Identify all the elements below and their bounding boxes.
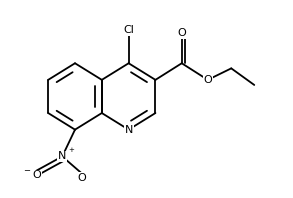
Text: N: N [58,151,67,161]
Text: O: O [177,28,186,38]
Text: Cl: Cl [123,25,134,35]
Text: +: + [68,147,74,153]
Text: −: − [23,166,30,175]
Text: O: O [32,170,41,181]
Text: O: O [77,173,86,183]
Text: N: N [125,125,133,135]
Text: O: O [203,75,212,85]
